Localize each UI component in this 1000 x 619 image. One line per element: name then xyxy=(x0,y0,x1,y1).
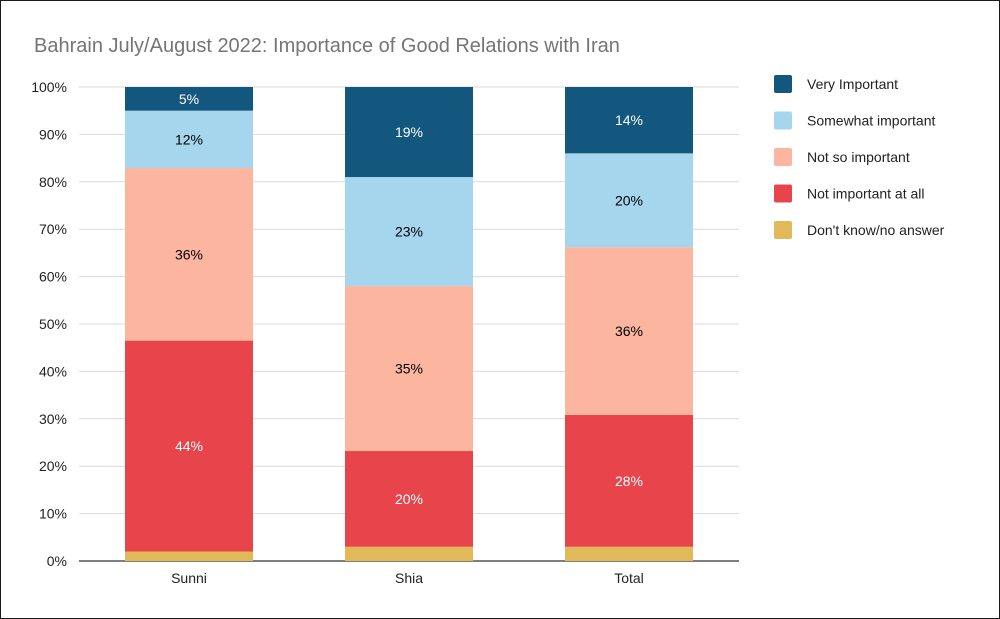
bar-total-not-important-at-all[interactable] xyxy=(565,415,693,547)
legend-swatch xyxy=(774,184,792,203)
bars xyxy=(125,87,693,561)
legend-item-don-t-know-no-answer[interactable]: Don't know/no answer xyxy=(774,221,945,239)
y-tick-label: 70% xyxy=(39,221,67,237)
data-label-sunni-somewhat-important: 12% xyxy=(175,131,203,147)
bar-sunni-don-t-know-no-answer[interactable] xyxy=(125,551,253,561)
bar-total-somewhat-important[interactable] xyxy=(565,153,693,248)
legend-swatch xyxy=(774,221,792,239)
x-axis-categories: Sunni Shia Total xyxy=(171,570,644,586)
data-label-total-very-important: 14% xyxy=(615,112,643,128)
legend-item-not-important-at-all[interactable]: Not important at all xyxy=(774,184,925,203)
y-axis-ticks: 0% 10% 20% 30% 40% 50% 60% 70% 80% 90% 100% xyxy=(31,79,67,569)
data-label-sunni-not-important-at-all: 44% xyxy=(175,438,203,454)
legend-swatch xyxy=(774,148,792,166)
legend-label: Somewhat important xyxy=(807,113,936,129)
y-tick-label: 20% xyxy=(39,458,67,474)
data-label-sunni-not-so-important: 36% xyxy=(175,246,203,262)
legend-item-not-so-important[interactable]: Not so important xyxy=(774,148,910,166)
x-category-label: Total xyxy=(614,570,644,586)
legend-label: Don't know/no answer xyxy=(807,222,945,238)
data-label-sunni-very-important: 5% xyxy=(179,91,199,107)
data-labels: 44% 36% 12% 5% 20% 35% 23% 19% 28% 36% 20% 14% xyxy=(175,91,643,507)
y-tick-label: 40% xyxy=(39,363,67,379)
legend[interactable]: Very Important Somewhat important Not so i… xyxy=(774,75,945,239)
bar-shia-very-important[interactable] xyxy=(345,87,473,178)
data-label-total-not-so-important: 36% xyxy=(615,323,643,339)
y-tick-label: 100% xyxy=(31,79,67,95)
bar-sunni-not-important-at-all[interactable] xyxy=(125,340,253,552)
legend-item-very-important[interactable]: Very Important xyxy=(774,75,898,93)
y-tick-label: 60% xyxy=(39,269,67,285)
data-label-shia-very-important: 19% xyxy=(395,124,423,140)
legend-label: Very Important xyxy=(807,76,898,92)
bar-total-don-t-know-no-answer[interactable] xyxy=(565,546,693,561)
y-tick-label: 30% xyxy=(39,411,67,427)
bar-sunni-not-so-important[interactable] xyxy=(125,168,253,341)
y-tick-label: 10% xyxy=(39,506,67,522)
y-tick-label: 50% xyxy=(39,316,67,332)
bar-sunni-very-important[interactable] xyxy=(125,87,253,111)
legend-swatch xyxy=(774,75,792,93)
bar-shia-don-t-know-no-answer[interactable] xyxy=(345,546,473,561)
chart-title: Bahrain July/August 2022: Importance of … xyxy=(34,35,620,57)
x-category-label: Shia xyxy=(395,570,423,586)
legend-label: Not important at all xyxy=(807,186,925,202)
bar-shia-not-important-at-all[interactable] xyxy=(345,451,473,547)
data-label-shia-not-important-at-all: 20% xyxy=(395,491,423,507)
y-tick-label: 0% xyxy=(47,553,67,569)
data-label-total-somewhat-important: 20% xyxy=(615,192,643,208)
bar-shia-not-so-important[interactable] xyxy=(345,286,473,452)
bar-total-not-so-important[interactable] xyxy=(565,247,693,416)
bar-shia-somewhat-important[interactable] xyxy=(345,177,473,287)
legend-label: Not so important xyxy=(807,149,910,165)
y-tick-label: 90% xyxy=(39,126,67,142)
bar-sunni-somewhat-important[interactable] xyxy=(125,110,253,169)
data-label-total-not-important-at-all: 28% xyxy=(615,473,643,489)
legend-swatch xyxy=(774,111,792,130)
data-label-shia-somewhat-important: 23% xyxy=(395,224,423,240)
data-label-shia-not-so-important: 35% xyxy=(395,361,423,377)
legend-item-somewhat-important[interactable]: Somewhat important xyxy=(774,111,936,130)
x-category-label: Sunni xyxy=(171,570,207,586)
bar-total-very-important[interactable] xyxy=(565,87,693,154)
y-tick-label: 80% xyxy=(39,174,67,190)
